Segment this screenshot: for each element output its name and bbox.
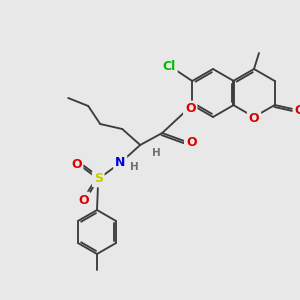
Text: O: O — [186, 136, 196, 149]
Text: O: O — [185, 103, 196, 116]
Text: Cl: Cl — [163, 61, 176, 74]
Text: H: H — [152, 148, 161, 158]
Text: S: S — [94, 172, 103, 185]
Text: O: O — [71, 158, 82, 170]
Text: H: H — [130, 162, 139, 172]
Text: O: O — [295, 103, 300, 116]
Text: O: O — [249, 112, 259, 125]
Text: N: N — [115, 157, 125, 169]
Text: O: O — [78, 194, 88, 206]
